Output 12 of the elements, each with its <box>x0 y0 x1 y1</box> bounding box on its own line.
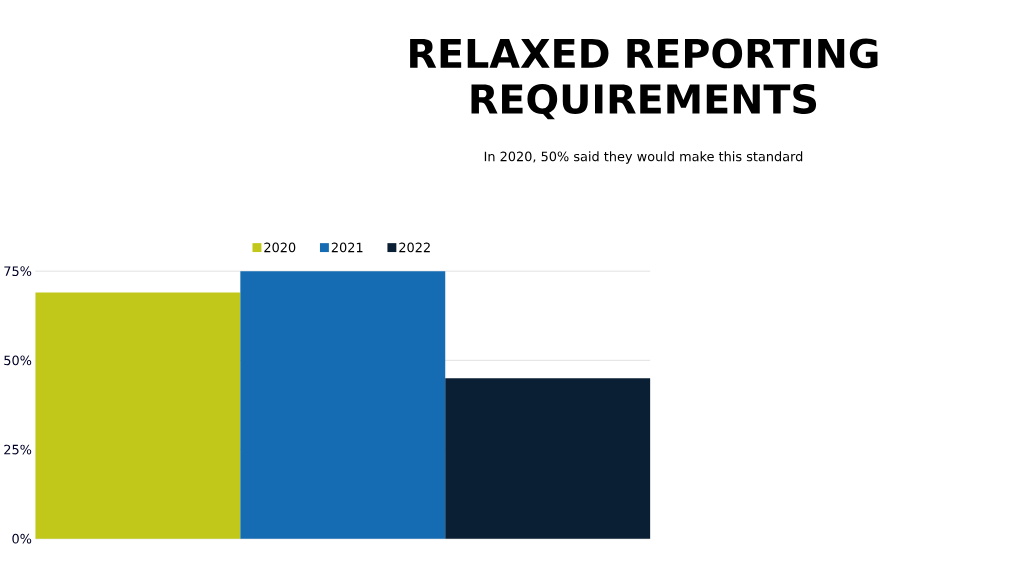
y-tick-label: 50% <box>4 355 32 366</box>
y-tick-label: 75% <box>4 266 32 277</box>
legend-label: 2021 <box>331 242 363 253</box>
bar <box>445 378 651 539</box>
bar <box>240 271 446 539</box>
bar <box>35 292 241 539</box>
chart-title: RELAXED REPORTING REQUIREMENTS <box>410 38 878 120</box>
legend-label: 2020 <box>264 242 296 253</box>
legend-label: 2022 <box>399 242 430 253</box>
y-tick-label: 25% <box>4 444 32 455</box>
chart-subtitle: In 2020, 50% said they would make this standard <box>484 151 803 164</box>
y-tick-label: 0% <box>12 533 32 544</box>
